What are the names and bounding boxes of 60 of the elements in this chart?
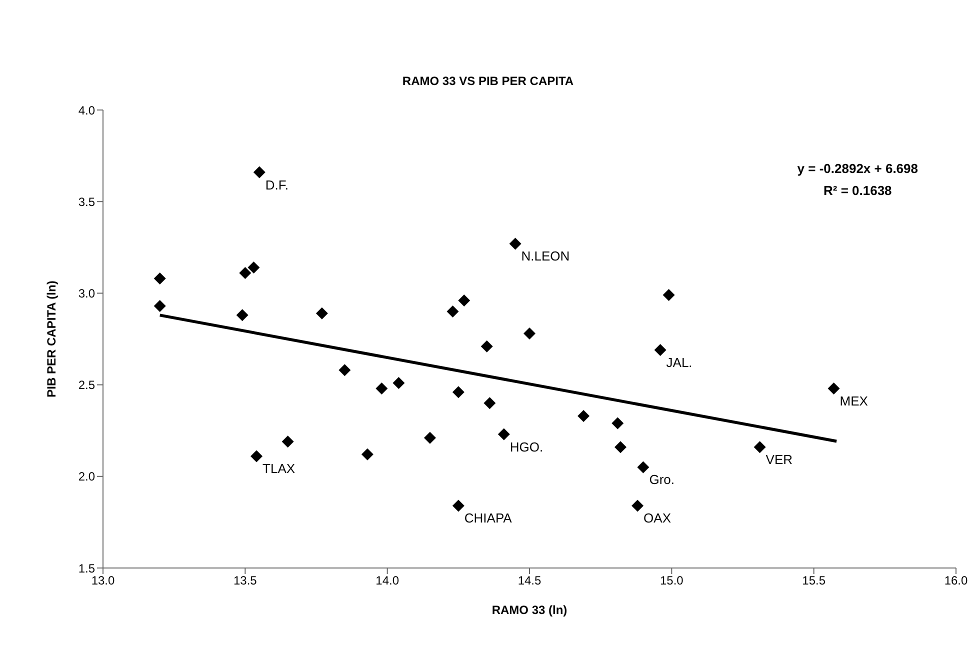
point — [509, 238, 522, 250]
point — [452, 500, 464, 512]
point — [236, 309, 248, 322]
point — [282, 436, 294, 448]
x-tick-label: 15.0 — [660, 574, 684, 588]
point — [578, 410, 590, 422]
point — [828, 382, 840, 394]
point — [316, 307, 328, 320]
x-tick-label: 14.5 — [518, 574, 542, 588]
y-tick-label: 3.5 — [78, 194, 96, 209]
x-axis-title: RAMO 33 (ln) — [492, 603, 568, 617]
y-tick-label: 3.0 — [78, 286, 96, 300]
y-tick-label: 2.5 — [78, 378, 96, 392]
annotation: y = -0.2892x + 6.698 — [797, 160, 918, 178]
point — [754, 441, 766, 454]
annotation: MEX — [840, 393, 868, 408]
point — [376, 382, 388, 394]
y-axis-title: PIB PER CAPITA (ln) — [44, 280, 58, 398]
point — [524, 328, 536, 340]
point — [424, 432, 436, 444]
point — [484, 397, 496, 410]
x-tick-label: 16.0 — [944, 574, 968, 588]
x-tick-label: 15.5 — [802, 574, 826, 588]
annotation: D.F. — [265, 177, 289, 192]
point — [632, 500, 644, 512]
point — [446, 306, 459, 318]
point — [480, 340, 493, 352]
point — [392, 376, 405, 389]
point — [154, 272, 166, 285]
point — [452, 386, 464, 398]
y-tick-label: 1.5 — [78, 561, 96, 576]
annotation: JAL. — [666, 354, 692, 370]
point — [458, 294, 470, 307]
annotation: OAX — [644, 510, 672, 526]
point — [662, 289, 675, 302]
point — [498, 428, 510, 440]
x-tick-label: 13.0 — [91, 574, 115, 588]
point — [654, 344, 666, 356]
annotation: VER — [766, 452, 793, 468]
annotation: R² = 0.1638 — [822, 182, 893, 200]
point — [253, 166, 266, 178]
annotation: Gro. — [649, 472, 675, 488]
annotation: N.LEON — [521, 248, 570, 264]
x-tick-label: 13.5 — [233, 574, 258, 588]
point — [248, 262, 260, 274]
point — [614, 441, 626, 454]
x-tick-label: 14.0 — [376, 574, 400, 588]
point — [250, 450, 263, 462]
annotation: CHIAPA — [464, 510, 512, 526]
chart-title: RAMO 33 VS PIB PER CAPITA — [401, 74, 575, 88]
point — [239, 267, 252, 280]
point — [338, 364, 351, 376]
annotation: TLAX — [262, 461, 296, 476]
y-tick-label: 2.0 — [78, 470, 96, 484]
y-tick-label: 4.0 — [78, 103, 96, 118]
point — [361, 448, 374, 460]
point — [637, 461, 650, 474]
point — [612, 417, 624, 430]
point — [154, 300, 166, 312]
annotation: HGO. — [510, 439, 544, 454]
